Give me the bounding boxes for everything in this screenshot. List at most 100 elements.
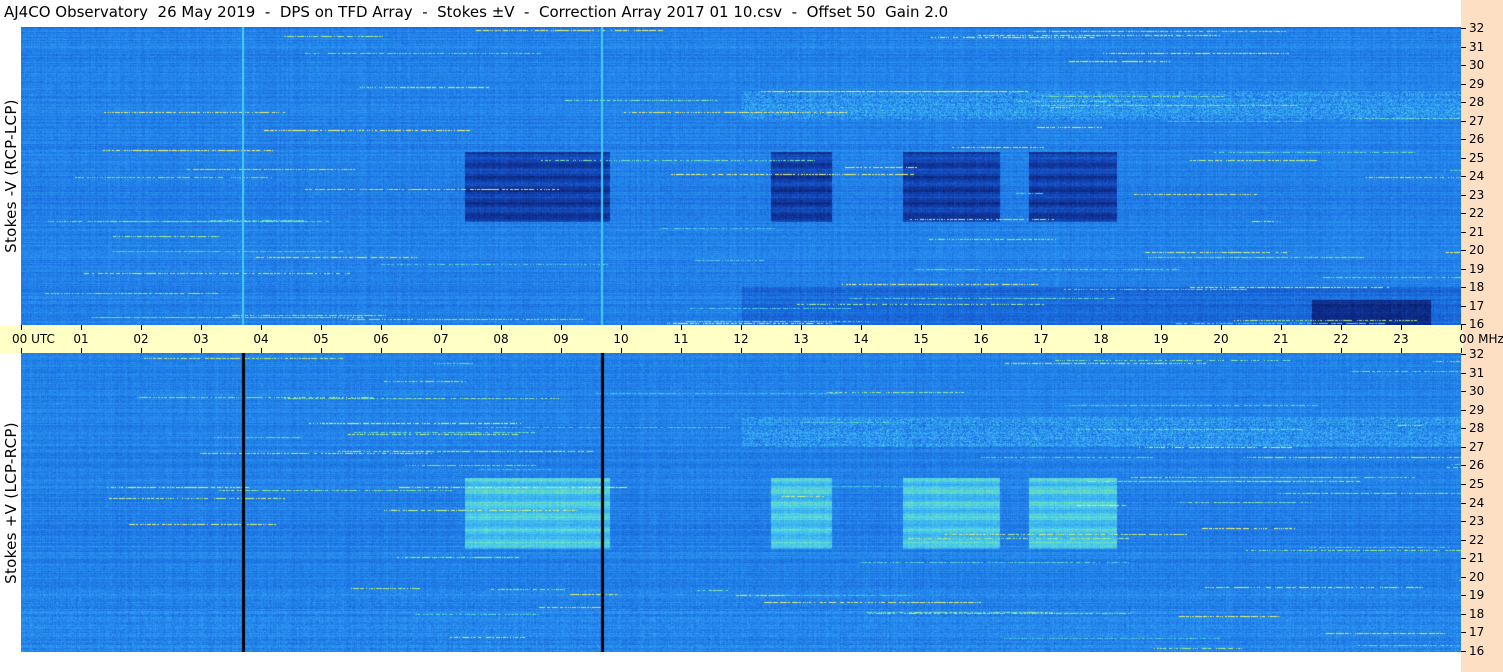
time-tick-label: 06 <box>373 332 389 346</box>
time-tick <box>321 348 322 353</box>
frequency-tick-label: 26 <box>1469 132 1485 146</box>
time-tick-label: 22 <box>1333 332 1349 346</box>
time-tick-label: 04 <box>253 332 269 346</box>
frequency-tick <box>1461 465 1466 467</box>
time-tick-label: 23 <box>1393 332 1409 346</box>
time-tick-label: 20 <box>1213 332 1229 346</box>
frequency-tick <box>1461 595 1466 597</box>
frequency-tick <box>1461 213 1466 214</box>
time-tick-label: 03 <box>193 332 209 346</box>
time-tick <box>1461 348 1462 353</box>
bottom-panel-ylabel-text: Stokes +V (LCP-RCP) <box>2 421 20 584</box>
time-tick <box>681 325 682 330</box>
frequency-axis-strip <box>1461 0 1503 672</box>
time-tick-label: 01 <box>73 332 89 346</box>
frequency-tick <box>1461 120 1466 122</box>
frequency-tick <box>1461 483 1466 485</box>
frequency-tick-label: 21 <box>1469 224 1485 239</box>
frequency-tick-label: 31 <box>1469 365 1485 380</box>
frequency-tick-label: 28 <box>1469 95 1485 109</box>
time-tick-label: 02 <box>133 332 149 346</box>
frequency-tick-label: 24 <box>1469 169 1485 183</box>
time-tick <box>741 325 742 330</box>
frequency-tick-label: 20 <box>1469 243 1485 257</box>
frequency-tick <box>1461 651 1466 652</box>
time-tick <box>681 348 682 353</box>
frequency-tick-label: 29 <box>1469 76 1485 91</box>
time-tick <box>921 348 922 353</box>
frequency-tick-label: 19 <box>1469 261 1485 276</box>
frequency-tick <box>1461 231 1466 233</box>
time-tick <box>561 348 562 353</box>
frequency-tick <box>1461 157 1466 159</box>
top-spectrogram-canvas <box>21 27 1461 325</box>
frequency-tick-label: 25 <box>1469 150 1485 165</box>
time-tick <box>321 325 322 330</box>
frequency-tick-label: 25 <box>1469 476 1485 491</box>
time-tick-label: 07 <box>433 332 449 346</box>
chart-title: AJ4CO Observatory 26 May 2019 - DPS on T… <box>4 3 949 21</box>
frequency-tick-label: 20 <box>1469 569 1485 584</box>
time-tick <box>1401 325 1402 330</box>
frequency-tick-label: 23 <box>1469 187 1485 202</box>
time-tick <box>381 348 382 353</box>
frequency-tick-label: 24 <box>1469 495 1485 510</box>
time-tick <box>141 325 142 330</box>
time-tick <box>741 348 742 353</box>
time-tick <box>81 348 82 353</box>
time-tick <box>141 348 142 353</box>
frequency-tick <box>1461 539 1466 541</box>
frequency-tick <box>1461 502 1466 504</box>
frequency-tick-label: 23 <box>1469 514 1485 529</box>
frequency-tick <box>1461 391 1466 393</box>
frequency-tick-label: 30 <box>1469 384 1485 399</box>
frequency-tick-label: 27 <box>1469 439 1485 454</box>
frequency-tick <box>1461 194 1466 196</box>
frequency-tick <box>1461 409 1466 411</box>
time-tick <box>1221 348 1222 353</box>
time-tick-label: 05 <box>313 332 329 346</box>
frequency-tick <box>1461 287 1466 288</box>
frequency-tick-label: 29 <box>1469 402 1485 417</box>
frequency-tick-label: 27 <box>1469 113 1485 128</box>
frequency-tick <box>1461 372 1466 374</box>
time-tick <box>441 325 442 330</box>
time-tick-label: 16 <box>973 332 989 346</box>
time-tick-label: 17 <box>1033 332 1049 346</box>
frequency-tick <box>1461 176 1466 177</box>
bottom-spectrogram-canvas <box>21 353 1461 652</box>
time-tick <box>1161 325 1162 330</box>
frequency-tick <box>1461 28 1466 29</box>
frequency-tick-label: 30 <box>1469 58 1485 72</box>
frequency-tick-label: 18 <box>1469 606 1485 621</box>
time-tick-label: 11 <box>673 332 689 346</box>
time-tick <box>1281 348 1282 353</box>
frequency-tick <box>1461 576 1466 578</box>
time-tick <box>861 348 862 353</box>
time-tick-label: 21 <box>1273 332 1289 346</box>
frequency-tick <box>1461 46 1466 48</box>
time-tick <box>861 325 862 330</box>
frequency-tick <box>1461 250 1466 251</box>
time-tick <box>21 325 22 330</box>
time-tick <box>621 348 622 353</box>
frequency-tick-label: 31 <box>1469 39 1485 54</box>
top-panel-ylabel-text: Stokes -V (RCP-LCP) <box>2 99 20 253</box>
time-tick <box>1101 348 1102 353</box>
time-tick <box>1341 348 1342 353</box>
time-tick <box>1461 325 1462 330</box>
time-tick-label: 00 UTC <box>12 332 55 346</box>
bottom-panel-ylabel: Stokes +V (LCP-RCP) <box>1 353 21 652</box>
frequency-tick <box>1461 632 1466 634</box>
time-tick <box>981 325 982 330</box>
time-tick <box>1281 325 1282 330</box>
time-tick <box>201 348 202 353</box>
time-tick <box>801 348 802 353</box>
time-tick <box>801 325 802 330</box>
time-tick-label: 14 <box>853 332 869 346</box>
time-tick <box>1341 325 1342 330</box>
time-tick <box>381 325 382 330</box>
frequency-tick-label: 17 <box>1469 298 1485 313</box>
bottom-spectrogram <box>21 353 1461 652</box>
time-axis: 00 UTC 01 02 03 04 05 06 07 08 09 10 11 12 13 14 15 16 17… <box>0 325 1503 353</box>
